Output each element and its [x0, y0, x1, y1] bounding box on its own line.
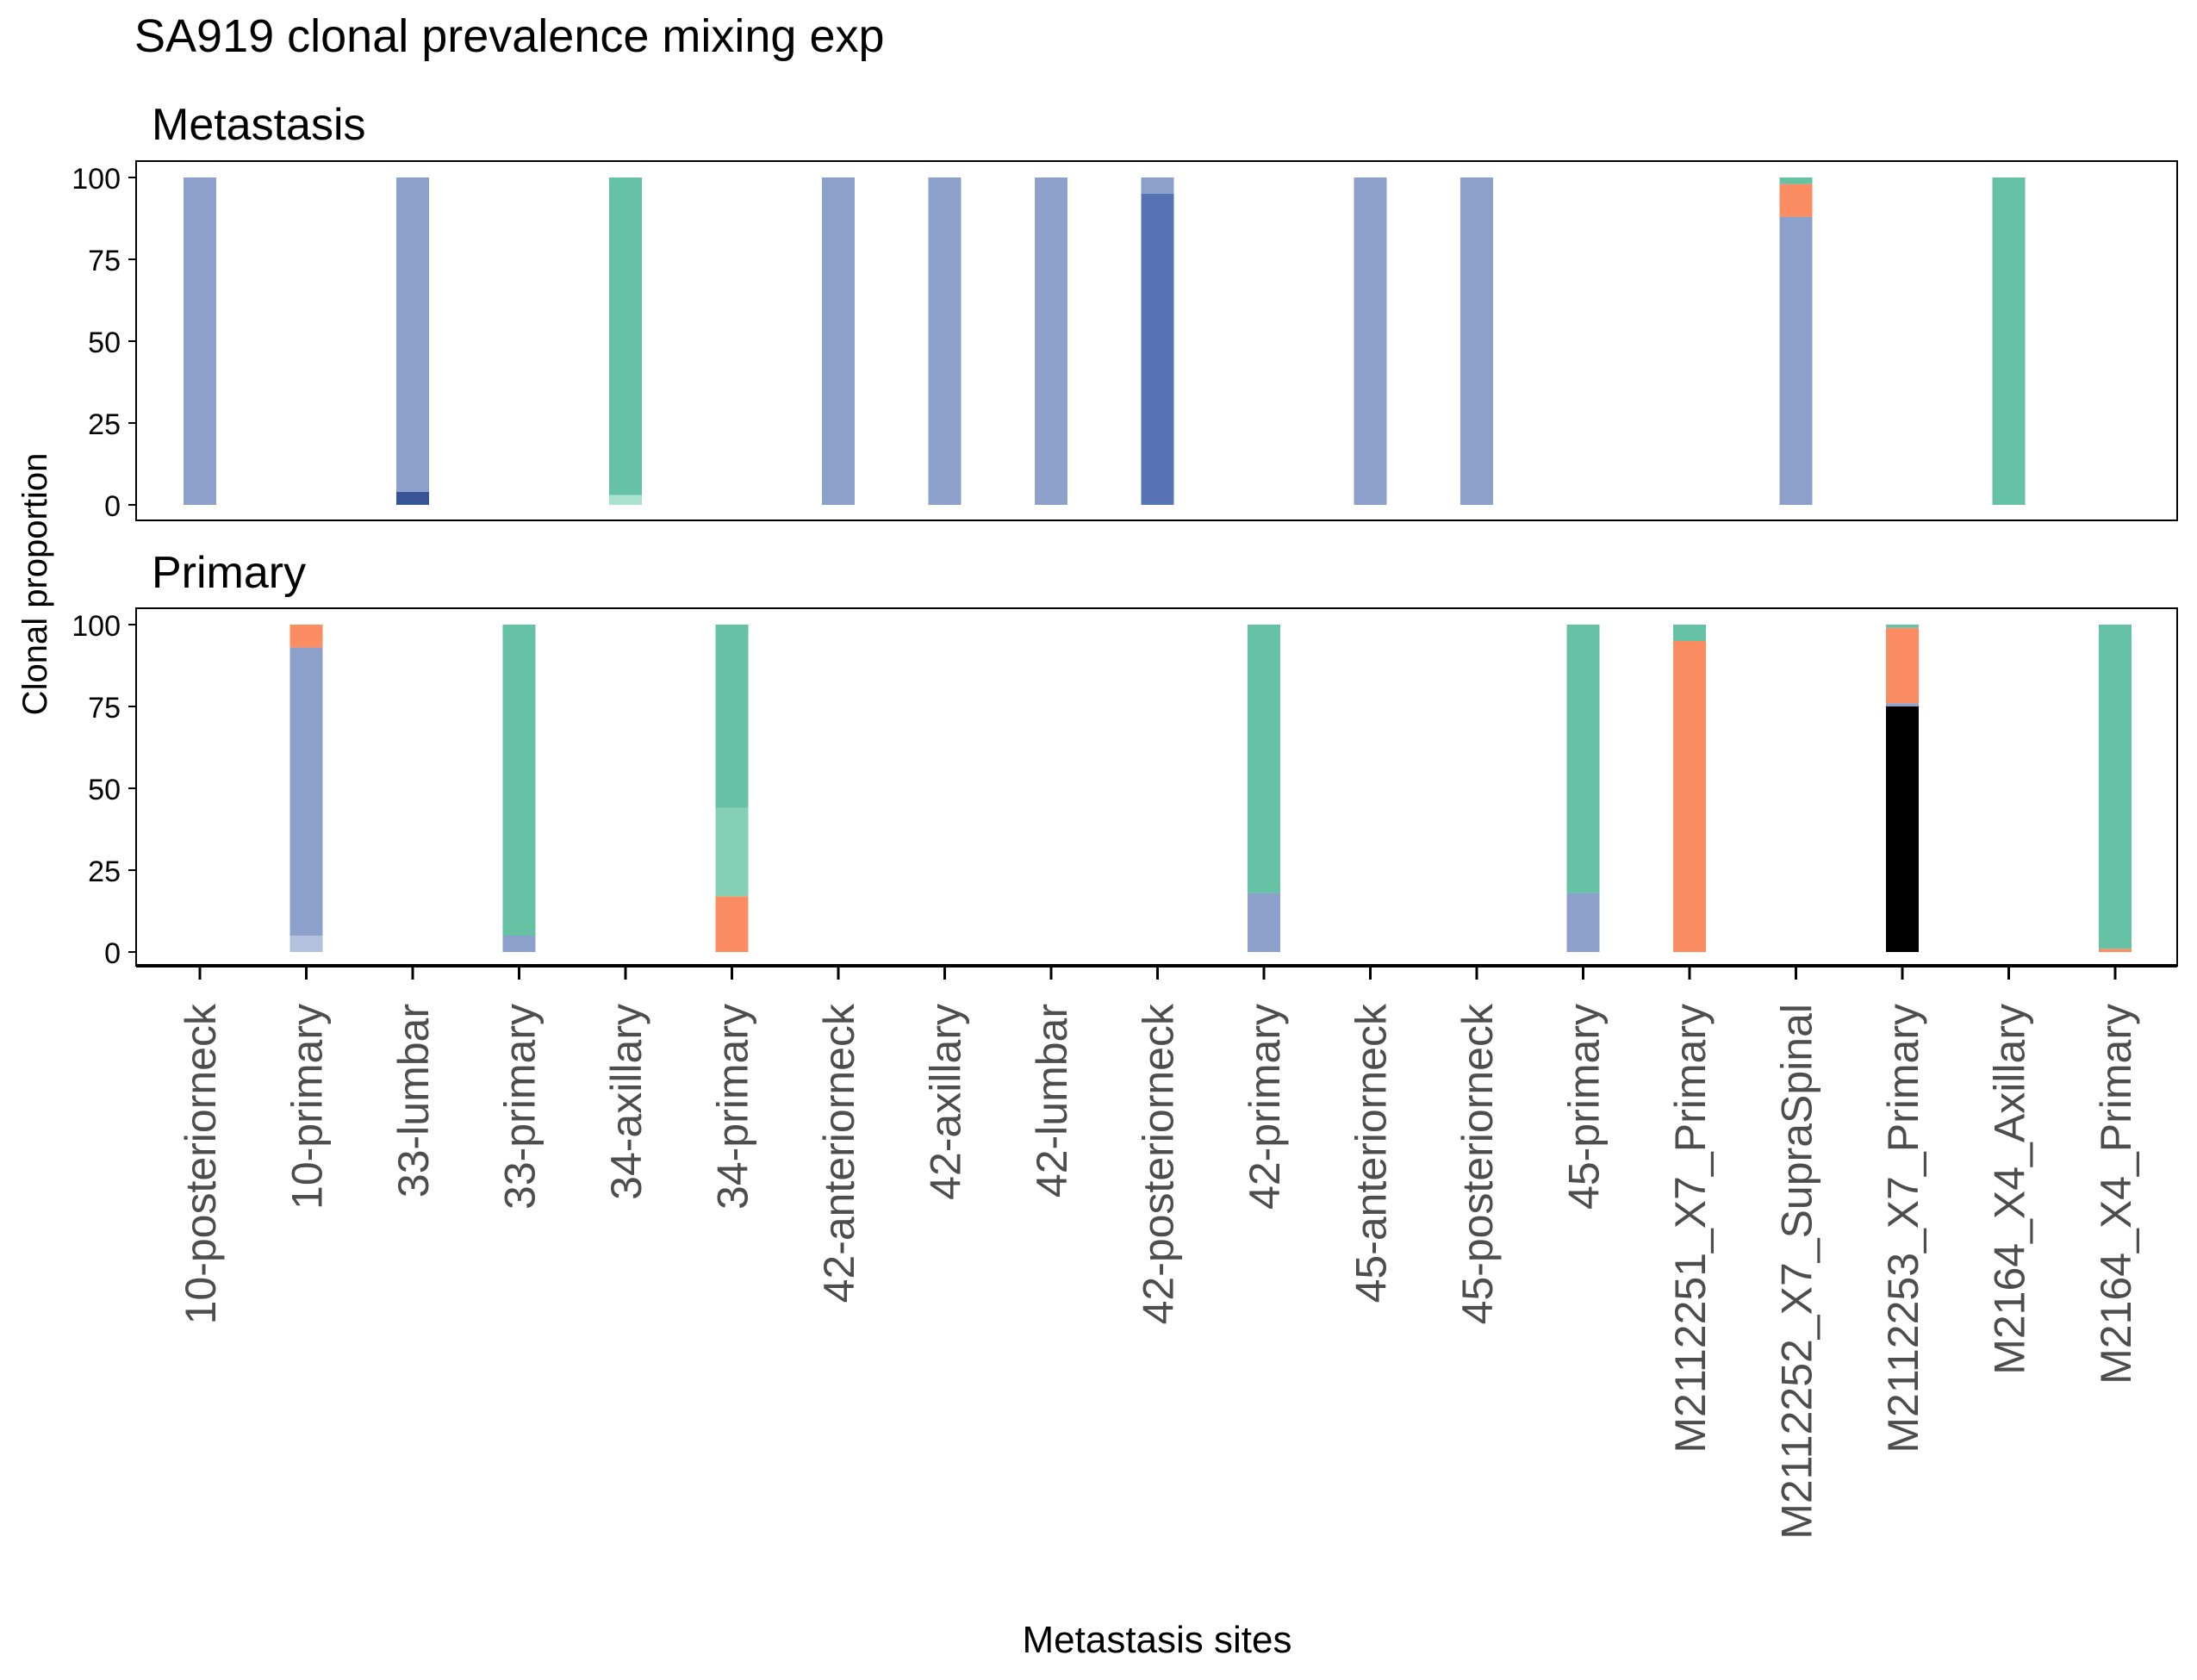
x-tick-label: M2112252_X7_SupraSpinal	[1773, 1004, 1821, 1540]
panel-title-primary: Primary	[152, 548, 306, 598]
y-tick-label: 75	[88, 245, 121, 277]
x-tick-label: 42-axillary	[922, 1004, 970, 1200]
bar-segment	[715, 807, 749, 897]
bar-segment	[1779, 184, 1813, 217]
x-tick-label: 10-posteriorneck	[177, 1003, 225, 1324]
x-tick-label: 42-anteriorneck	[815, 1003, 863, 1303]
bar-segment	[1248, 625, 1280, 893]
x-tick-label: 34-primary	[709, 1004, 757, 1210]
bar-segment	[1886, 627, 1919, 704]
bar-segment	[289, 625, 323, 648]
bar-segment	[2099, 625, 2132, 949]
x-tick-label: 42-primary	[1241, 1004, 1289, 1210]
x-tick-label: 45-anteriorneck	[1347, 1003, 1396, 1303]
bar-segment	[609, 495, 642, 505]
x-tick-label: 33-lumbar	[389, 1004, 438, 1198]
y-tick-label: 25	[88, 408, 121, 441]
y-tick-label: 25	[88, 856, 121, 888]
y-tick-label: 50	[88, 774, 121, 806]
x-tick-label: M2164_X4_Axillary	[1986, 1004, 2034, 1375]
y-tick-label: 0	[104, 490, 121, 523]
bar-segment	[289, 936, 323, 952]
bar-segment	[1779, 177, 1813, 184]
bar-segment	[1779, 216, 1813, 505]
chart-title: SA919 clonal prevalence mixing exp	[134, 10, 885, 62]
bar-segment	[1566, 625, 1600, 893]
bar-segment	[715, 625, 749, 808]
bar-segment	[502, 936, 536, 952]
bar-segment	[289, 647, 323, 936]
bar-segment	[1886, 625, 1919, 628]
bar-segment	[1354, 177, 1387, 505]
x-axis-label: Metastasis sites	[1023, 1619, 1292, 1661]
bar-segment	[822, 177, 855, 505]
bar-segment	[1673, 625, 1706, 641]
y-tick-label: 75	[88, 692, 121, 725]
x-tick-label: 45-primary	[1560, 1004, 1609, 1210]
bar-segment	[609, 177, 642, 495]
x-tick-label: M2164_X4_Primary	[2092, 1004, 2140, 1384]
bar-segment	[1673, 641, 1706, 952]
bar-segment	[1886, 706, 1919, 952]
bar-segment	[1460, 177, 1493, 505]
bar-segment	[396, 491, 429, 505]
bar-segment	[1141, 177, 1174, 194]
x-tick-label: 45-posteriorneck	[1453, 1003, 1502, 1324]
bar-segment	[396, 177, 429, 492]
bar-segment	[184, 177, 216, 505]
panel-title-metastasis: Metastasis	[152, 100, 366, 150]
y-tick-label: 0	[104, 937, 121, 970]
y-tick-label: 100	[72, 610, 121, 643]
x-tick-label: M2112253_X7_Primary	[1879, 1004, 1927, 1453]
bar-segment	[1248, 893, 1280, 952]
bar-segment	[1566, 893, 1600, 952]
y-tick-label: 100	[72, 163, 121, 196]
x-tick-label: 42-posteriorneck	[1135, 1003, 1183, 1324]
panel-frame	[135, 607, 2178, 967]
plot-area: Metastasis 0 25 50 75 100 Primary 0 25 50 75 100 10-…	[72, 100, 2178, 1540]
x-tick-label: M2112251_X7_Primary	[1666, 1004, 1715, 1453]
bar-segment	[715, 896, 749, 952]
bar-segment	[2099, 949, 2132, 952]
y-axis-label: Clonal proportion	[16, 453, 54, 716]
bar-segment	[1035, 177, 1067, 505]
bar-segment	[1141, 194, 1174, 505]
bar-segment	[1992, 177, 2026, 505]
x-tick-label: 42-lumbar	[1028, 1004, 1076, 1198]
x-tick-label: 33-primary	[496, 1004, 545, 1210]
x-tick-label: 34-axillary	[602, 1004, 650, 1200]
bar-segment	[928, 177, 962, 505]
y-tick-label: 50	[88, 327, 121, 359]
bar-segment	[502, 625, 536, 936]
bar-segment	[1886, 703, 1919, 706]
x-tick-label: 10-primary	[283, 1004, 332, 1210]
